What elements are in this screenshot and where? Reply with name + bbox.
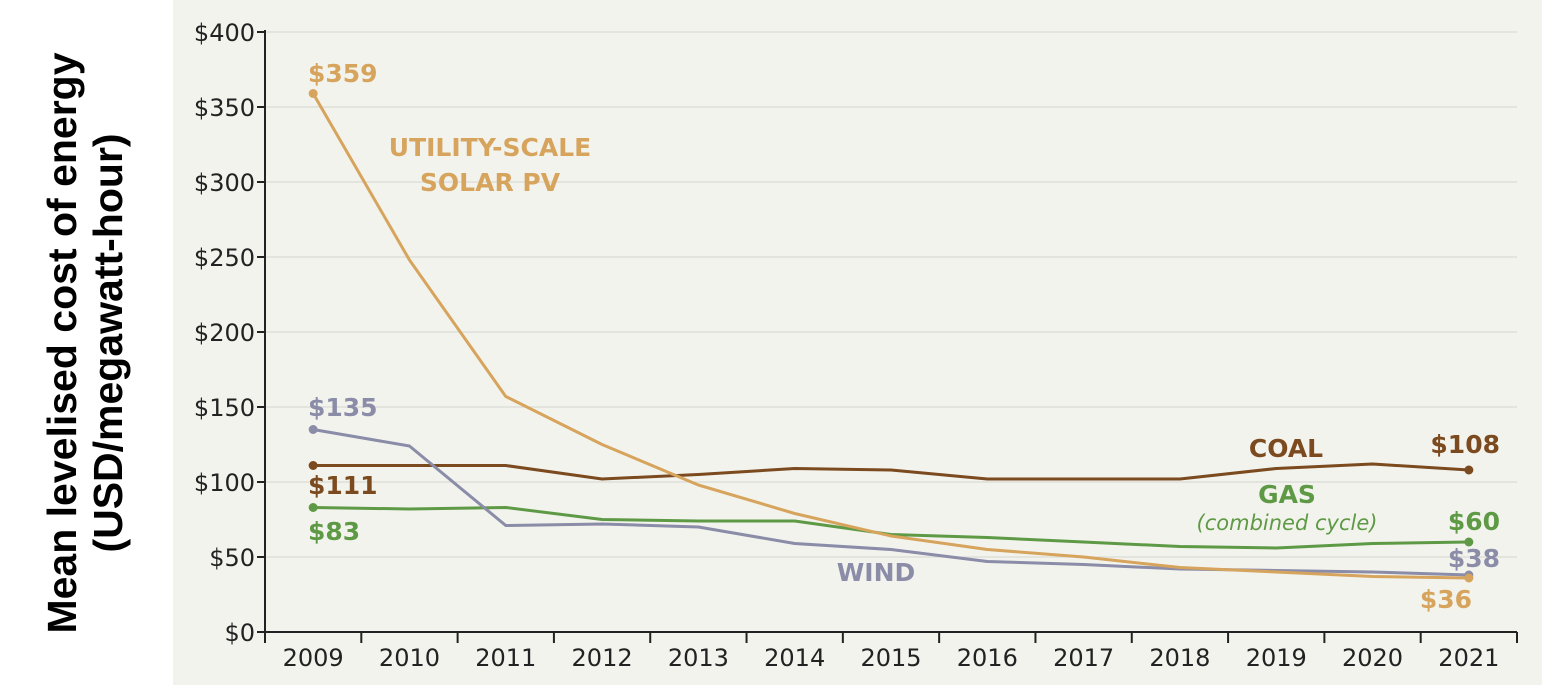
y-tick-label-250: $250 — [194, 244, 255, 272]
series-name-wind: WIND — [837, 558, 916, 587]
marker-solar-end — [1464, 573, 1474, 583]
value-label-solar-end: $36 — [1420, 585, 1472, 614]
value-label-gas-end: $60 — [1448, 507, 1500, 536]
series-sublabel-gas: (combined cycle) — [1197, 511, 1378, 535]
marker-gas-start — [308, 503, 318, 512]
marker-wind-start — [308, 425, 318, 434]
marker-coal-end — [1464, 465, 1474, 475]
marker-coal-start — [308, 461, 318, 470]
x-tick-label-2020: 2020 — [1342, 644, 1403, 672]
series-name-gas: GAS — [1258, 480, 1316, 509]
value-label-wind-end: $38 — [1448, 544, 1500, 573]
x-tick-label-2009: 2009 — [283, 644, 344, 672]
series-name-solar-line-1: UTILITY-SCALE — [389, 133, 591, 162]
series-name-coal: COAL — [1249, 434, 1323, 463]
x-tick-label-2015: 2015 — [860, 644, 921, 672]
x-tick-label-2012: 2012 — [572, 644, 633, 672]
value-label-coal-start: $111 — [308, 471, 378, 500]
value-label-gas-start: $83 — [308, 517, 360, 546]
y-tick-label-350: $350 — [194, 94, 255, 122]
marker-gas-end — [1464, 537, 1474, 547]
marker-solar-start — [308, 89, 318, 98]
y-tick-label-150: $150 — [194, 394, 255, 422]
series-line-coal — [313, 462, 1469, 481]
y-tick-label-200: $200 — [194, 319, 255, 347]
y-tick-label-400: $400 — [194, 19, 255, 47]
x-tick-label-2013: 2013 — [668, 644, 729, 672]
series-name-solar-line-2: SOLAR PV — [420, 168, 561, 197]
x-tick-label-2011: 2011 — [475, 644, 536, 672]
x-tick-label-2010: 2010 — [379, 644, 440, 672]
series-line-solar — [311, 92, 1469, 580]
y-tick-label-300: $300 — [194, 169, 255, 197]
y-tick-label-50: $50 — [209, 544, 255, 572]
x-tick-label-2017: 2017 — [1053, 644, 1114, 672]
y-tick-label-100: $100 — [194, 469, 255, 497]
x-tick-label-2021: 2021 — [1438, 644, 1499, 672]
value-label-solar-start: $359 — [308, 59, 378, 88]
y-tick-label-0: $0 — [224, 619, 255, 647]
x-tick-label-2019: 2019 — [1246, 644, 1307, 672]
value-label-wind-start: $135 — [308, 393, 378, 422]
x-tick-label-2018: 2018 — [1149, 644, 1210, 672]
x-tick-label-2016: 2016 — [957, 644, 1018, 672]
x-tick-label-2014: 2014 — [764, 644, 825, 672]
value-label-coal-end: $108 — [1430, 430, 1500, 459]
